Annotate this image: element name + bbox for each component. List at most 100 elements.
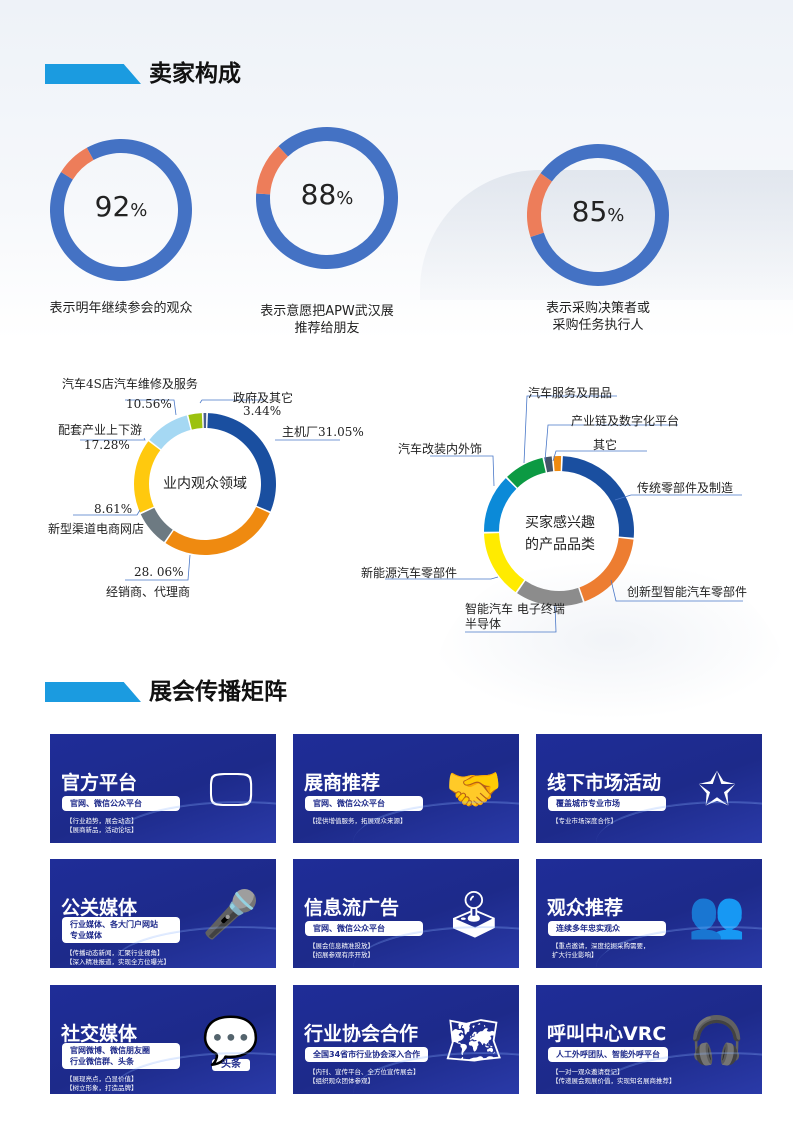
ring-value: 92 [94, 190, 131, 223]
ring-percent: 88% [267, 178, 387, 211]
label-ecommerce: 新型渠道电商网店 [48, 522, 145, 536]
card-note: 【一对一观众邀请登记】 [552, 1068, 624, 1076]
audience-slice-1 [165, 506, 270, 555]
card-note: 【组织观众团体参观】 [309, 1077, 374, 1085]
value-supply: 17.28% [84, 438, 130, 452]
card-title: 线下市场活动 [547, 772, 662, 794]
media-card[interactable]: 展商推荐 官网、微信公众平台 【提供增值服务，拓展观众来源】 🤝 [293, 734, 519, 843]
value-gov: 3.44% [243, 404, 282, 418]
pill-line: 官网微博、微信朋友圈 [70, 1046, 150, 1055]
card-title: 公关媒体 [61, 897, 138, 919]
label-traditional: 传统零部件及制造 [637, 481, 734, 495]
media-card[interactable]: 官方平台 官网、微信公众平台 【行业趋势，展会动态】 【展商新品，活动论坛】 🖵 [50, 734, 276, 843]
card-title: 展商推荐 [304, 772, 381, 794]
card-title: 观众推荐 [547, 897, 624, 919]
car-wireframe-background [430, 560, 790, 720]
card-channel-pill: 官网、微信公众平台 [305, 921, 423, 936]
users-icon: 👥 [688, 887, 746, 941]
label-smart-parts: 创新型智能汽车零部件 [627, 585, 748, 599]
label-modification: 汽车改装内外饰 [398, 442, 483, 456]
pill-line: 覆盖城市专业市场 [556, 799, 620, 808]
pill-line: 官网、微信公众平台 [313, 799, 385, 808]
card-note: 扩大行业影响】 [552, 951, 598, 959]
media-card[interactable]: 信息流广告 官网、微信公众平台 【展会信息精准投放】 【招展参观有序开放】 🕹 [293, 859, 519, 968]
card-note: 【展商新品，活动论坛】 [66, 826, 138, 834]
audience-slice-3 [134, 441, 161, 513]
leader-line [430, 455, 495, 487]
label-supply: 配套产业上下游 [58, 423, 143, 437]
audience-slice-5 [188, 413, 203, 430]
card-note: 【招展参观有序开放】 [309, 951, 374, 959]
card-channel-pill: 官网微博、微信朋友圈 行业微信群、头条 [62, 1043, 180, 1069]
caption-line: 表示明年继续参会的观众 [49, 301, 193, 316]
label-platform: 产业链及数字化平台 [571, 414, 680, 428]
ring-0-slice-1 [61, 147, 94, 180]
pill-line: 专业媒体 [70, 931, 102, 940]
audience-slice-2 [140, 507, 173, 543]
pill-line: 连续多年忠实观众 [556, 924, 620, 933]
label-semiconductor: 智能汽车 电子终端 半导体 [465, 602, 565, 631]
center-line-2: 的产品品类 [525, 537, 595, 553]
leader-line [610, 579, 743, 602]
product-slice-0 [562, 456, 634, 538]
ring-caption: 表示明年继续参会的观众 [21, 300, 221, 317]
card-note: 【内刊、宣传平台、全方位宣传展会】 [309, 1068, 420, 1076]
card-note: 【专业市场深度合作】 [552, 817, 617, 825]
leader-line [80, 437, 146, 441]
toutiao-label: 头条 [212, 1059, 250, 1071]
pill-line: 人工外呼团队、智能外呼平台 [556, 1050, 660, 1059]
caption-line: 表示意愿把APW武汉展 [260, 304, 394, 319]
ring-caption: 表示意愿把APW武汉展 推荐给朋友 [227, 303, 427, 337]
ring-percent: 85% [538, 195, 658, 228]
audience-slice-4 [149, 415, 191, 450]
card-note: 【展会信息精准投放】 [309, 942, 374, 950]
media-card[interactable]: 线下市场活动 覆盖城市专业市场 【专业市场深度合作】 ✩ [536, 734, 762, 843]
audience-slice-6 [203, 413, 207, 429]
pill-line: 全国34省市行业协会深入合作 [313, 1050, 421, 1059]
media-card[interactable]: 呼叫中心VRC 人工外呼团队、智能外呼平台 【一对一观众邀请登记】 【传递展会观展… [536, 985, 762, 1094]
headset-agent-icon: 🎧 [688, 1013, 746, 1067]
label-4s: 汽车4S店汽车维修及服务 [62, 377, 198, 391]
card-note: 【行业趋势，展会动态】 [66, 817, 138, 825]
joystick-icon: 🕹 [444, 887, 504, 941]
caption-line: 表示采购决策者或 [545, 301, 650, 316]
media-card[interactable]: 公关媒体 行业媒体、各大门户网站 专业媒体 【传播动态新闻，汇聚行业视角】 【深入精… [50, 859, 276, 968]
media-card[interactable]: 观众推荐 连续多年忠实观众 【重点邀请，深度挖掘采购需要， 扩大行业影响】 👥 [536, 859, 762, 968]
card-channel-pill: 覆盖城市专业市场 [548, 796, 666, 811]
china-map-icon: 🗺 [444, 1013, 504, 1067]
label-gov: 政府及其它 [233, 391, 294, 405]
section-title: 展会传播矩阵 [149, 679, 287, 705]
product-slice-2 [517, 580, 583, 606]
card-title: 呼叫中心VRC [547, 1023, 667, 1045]
media-card[interactable]: 行业协会合作 全国34省市行业协会深入合作 【内刊、宣传平台、全方位宣传展会】【… [293, 985, 519, 1094]
donut-center-label-2: 买家感兴趣 的产品品类 [510, 512, 610, 556]
section-accent-bar [45, 64, 141, 84]
caption-line: 推荐给朋友 [294, 321, 360, 336]
wechat-weibo-toutiao-icon: 💬 头条 [202, 1013, 260, 1071]
card-channel-pill: 行业媒体、各大门户网站 专业媒体 [62, 917, 180, 943]
card-note: 【深入精准报道，实现全方位曝光】 [66, 958, 170, 966]
ring-caption: 表示采购决策者或 采购任务执行人 [498, 300, 698, 334]
leader-line [385, 576, 499, 580]
card-channel-pill: 人工外呼团队、智能外呼平台 [548, 1047, 668, 1062]
product-slice-4 [484, 478, 517, 532]
media-card[interactable]: 社交媒体 官网微博、微信朋友圈 行业微信群、头条 【展现亮点，凸显价值】 【树立形象… [50, 985, 276, 1094]
ring-unit: % [607, 205, 625, 226]
card-title: 信息流广告 [304, 897, 400, 919]
value-ecommerce: 8.61% [94, 502, 133, 516]
product-slice-3 [484, 533, 525, 593]
value-dealer: 28. 06% [134, 565, 184, 579]
microphone-icon: 🎤 [202, 887, 260, 941]
card-channel-pill: 官网、微信公众平台 [305, 796, 423, 811]
leader-line [125, 399, 177, 416]
card-title: 官方平台 [61, 772, 138, 794]
leader-line [614, 494, 742, 501]
pill-line: 官网、微信公众平台 [70, 799, 142, 808]
ring-value: 88 [300, 178, 337, 211]
label-other: 其它 [593, 438, 618, 452]
